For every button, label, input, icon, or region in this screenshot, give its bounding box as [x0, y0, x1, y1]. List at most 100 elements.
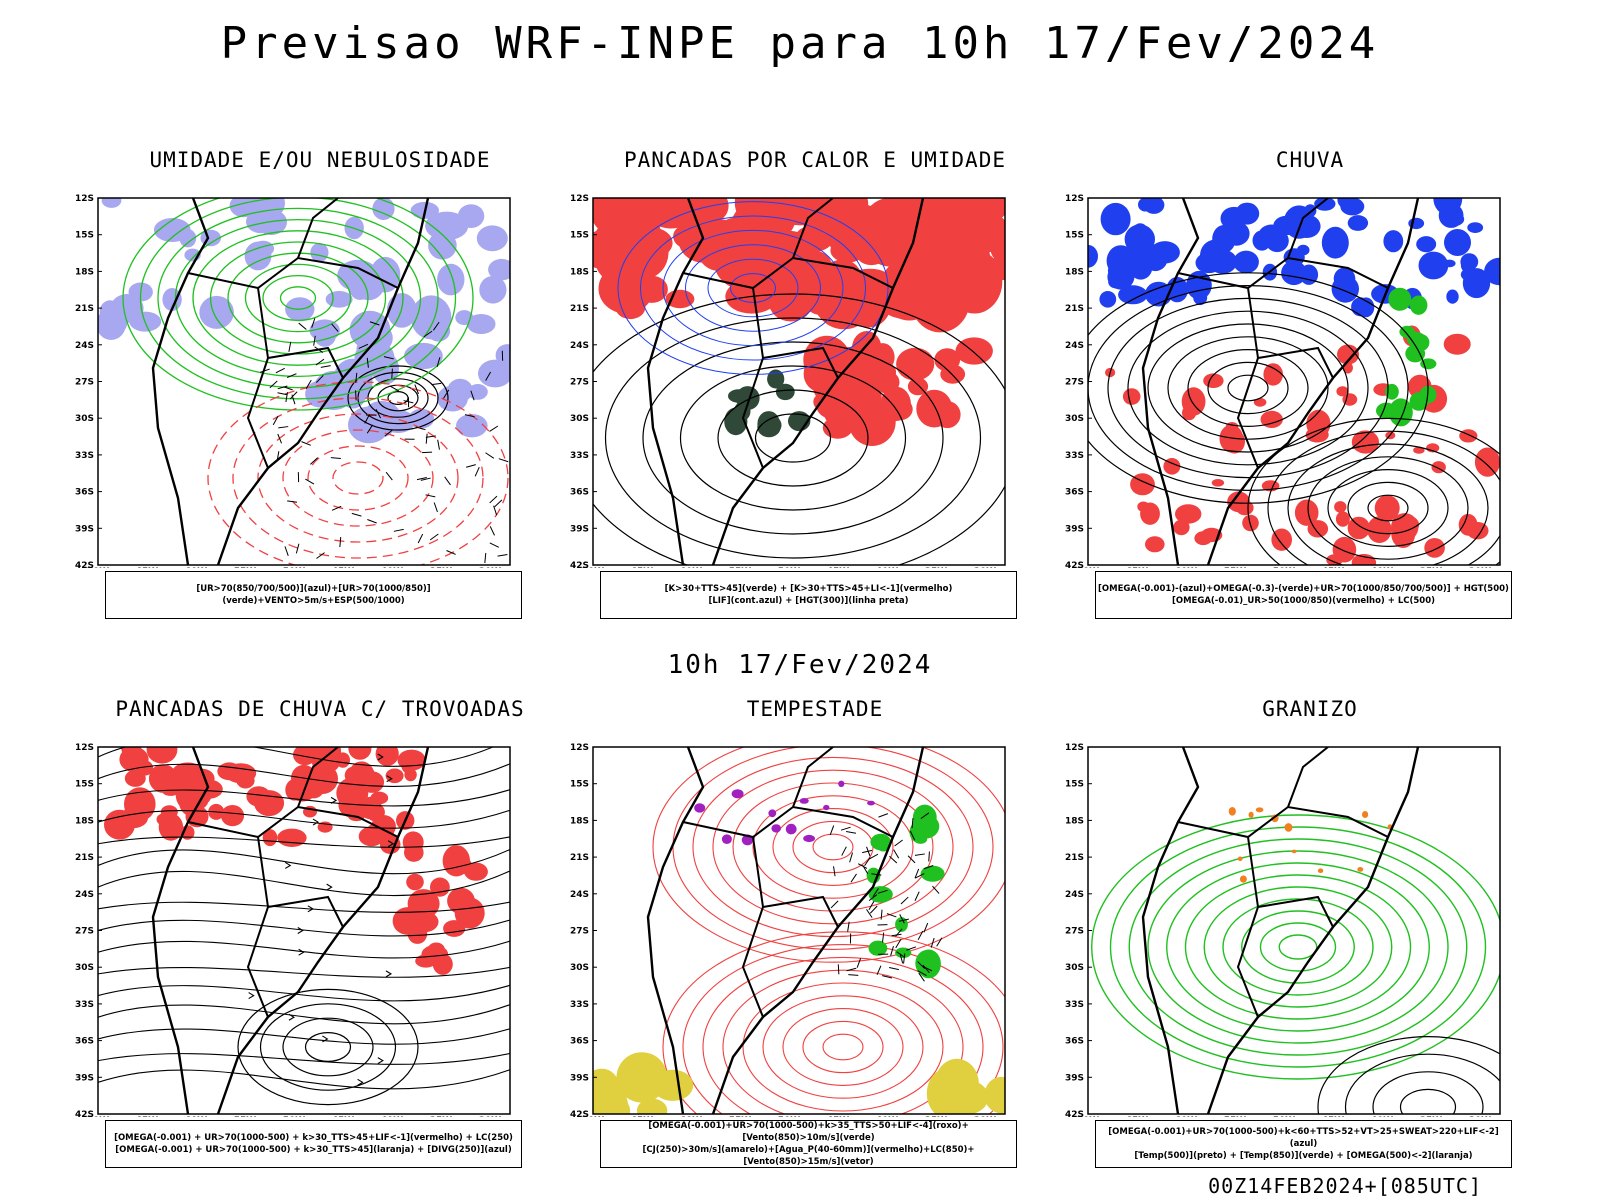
lon-tick-label: 60W	[680, 567, 703, 568]
wind-vector	[291, 394, 296, 405]
wind-vector	[899, 914, 905, 924]
contour-line	[617, 201, 889, 375]
panel-title: CHUVA	[1275, 148, 1345, 172]
field-blob	[1181, 387, 1206, 416]
legend-line: [Temp(500)](preto) + [Temp(850)](verde) …	[1134, 1151, 1473, 1161]
wind-vector	[928, 851, 930, 862]
lat-tick-label: 21S	[75, 304, 94, 314]
wind-vector	[837, 964, 840, 975]
wind-vector	[277, 433, 283, 444]
wind-vector	[881, 932, 885, 943]
field-blob	[1227, 491, 1250, 513]
contour-line	[307, 445, 409, 511]
lat-tick-label: 21S	[1065, 304, 1084, 314]
thunder-red-east	[392, 831, 488, 975]
lat-tick-label: 42S	[75, 561, 94, 568]
field-blob	[1271, 528, 1292, 551]
field-blob	[1321, 226, 1349, 259]
field-blob	[1317, 868, 1324, 873]
lat-tick-label: 36S	[1065, 488, 1084, 498]
field-blob	[372, 198, 395, 220]
streamline-arrow	[386, 775, 393, 783]
field-blob	[1253, 397, 1267, 407]
map-umidade: 12S 15S 18S 21S 24S 27S 30S 33S 36S 39S 42S70W 65W 6…	[70, 178, 570, 568]
field-blob	[1124, 252, 1143, 271]
lon-tick-label: 60W	[680, 1116, 703, 1117]
field-blob	[1099, 291, 1117, 308]
wind-vector	[840, 826, 851, 831]
wind-vector	[275, 367, 285, 374]
field-blob	[476, 225, 508, 252]
wind-vector	[366, 424, 374, 434]
lat-tick-label: 27S	[75, 378, 94, 388]
wind-vector	[391, 368, 393, 379]
field-blob	[1237, 856, 1243, 862]
lon-tick-label: 45W	[827, 1116, 850, 1117]
field-blob	[642, 198, 700, 229]
lat-tick-label: 12S	[1065, 743, 1084, 753]
wind-vector	[868, 900, 875, 910]
field-blob	[1255, 807, 1264, 813]
storm-purple	[694, 780, 875, 846]
contour-line	[174, 218, 422, 378]
field-blob	[1306, 409, 1331, 438]
field-blob	[934, 1058, 979, 1109]
field-blob	[784, 198, 822, 222]
contour-line	[730, 273, 776, 303]
lat-tick-label: 33S	[75, 1000, 94, 1010]
wind-vector	[305, 379, 312, 389]
field-blob	[1460, 257, 1475, 273]
wind-vector	[425, 433, 428, 444]
field-blob	[984, 1076, 1005, 1114]
streamline	[98, 836, 510, 848]
lon-tick-label: 35W	[1420, 1116, 1443, 1117]
lat-tick-label: 24S	[1065, 341, 1084, 351]
field-blob	[1292, 214, 1321, 238]
wind-vector	[443, 389, 450, 399]
wind-vector	[903, 953, 906, 964]
contour-line	[1278, 934, 1318, 960]
contour-line	[1166, 862, 1430, 1032]
field-blob	[1467, 222, 1484, 233]
field-blob	[1235, 202, 1260, 225]
wind-vector	[936, 937, 943, 947]
lat-tick-label: 21S	[570, 304, 589, 314]
lon-tick-label: 60W	[185, 1116, 208, 1117]
wind-vector	[316, 552, 325, 559]
contour-line	[207, 381, 509, 565]
field-blob	[410, 894, 428, 907]
wind-vector	[277, 392, 288, 396]
field-blob	[1331, 275, 1359, 303]
wind-vector	[355, 390, 357, 401]
streamline	[98, 901, 510, 913]
streamline	[98, 919, 510, 937]
wind-vector	[315, 358, 325, 366]
wind-vector	[425, 435, 436, 438]
field-blob	[1362, 811, 1369, 818]
legend-line: [OMEGA(-0.001)-(azul)+OMEGA(-0.3)-(verde…	[1098, 584, 1509, 594]
wind-vector	[423, 330, 433, 338]
map-body	[1091, 747, 1500, 1114]
field-blob	[236, 772, 255, 789]
lat-tick-label: 36S	[75, 1037, 94, 1047]
streamline-arrow	[248, 992, 255, 1000]
lat-tick-label: 12S	[570, 194, 589, 204]
contour-line	[1399, 1088, 1457, 1114]
field-blob	[428, 231, 457, 260]
contour-line	[752, 795, 914, 899]
wind-vector	[420, 477, 431, 481]
field-blob	[488, 258, 510, 281]
wind-vector	[911, 818, 914, 829]
field-blob	[402, 831, 424, 854]
streamline	[98, 763, 510, 787]
contour-line	[754, 413, 832, 463]
field-blob	[375, 747, 399, 766]
wind-vector	[288, 341, 292, 352]
south-america-outline	[151, 198, 430, 565]
wind-vector	[920, 812, 930, 820]
contour-line	[1207, 361, 1289, 415]
lon-tick-label: 70W	[582, 1116, 605, 1117]
streamline-arrow	[387, 840, 395, 848]
wind-vector	[364, 414, 370, 424]
wind-vector	[914, 853, 925, 856]
